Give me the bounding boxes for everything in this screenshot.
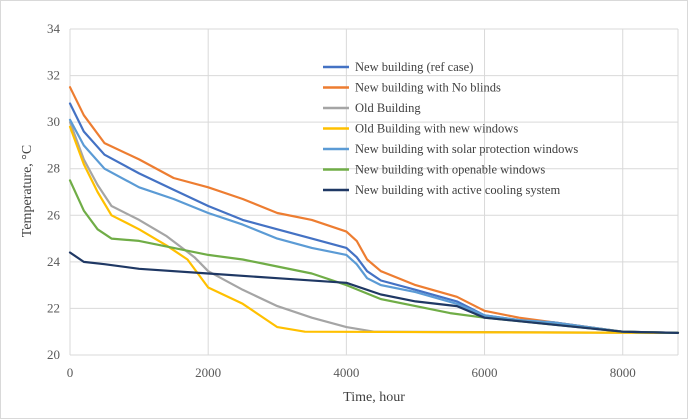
legend: New building (ref case) New building with… (323, 60, 578, 197)
legend-label: New building (ref case) (355, 60, 473, 74)
legend-label: New building with openable windows (355, 163, 545, 177)
legend-label: New building with No blinds (355, 81, 501, 95)
series-line-6 (68, 179, 680, 334)
y-tick-label: 32 (47, 68, 60, 83)
grid (69, 28, 679, 356)
y-tick-label: 22 (47, 300, 60, 315)
y-tick-label: 30 (47, 114, 60, 129)
x-tick-label: 8000 (610, 365, 636, 380)
legend-label: New building with solar protection windo… (355, 142, 578, 156)
series-line-1 (68, 102, 680, 334)
legend-label: Old Building with new windows (355, 122, 518, 136)
series-line-3 (68, 121, 680, 334)
y-axis-title: Temperature, °C (20, 145, 35, 237)
series-line-5 (68, 118, 680, 334)
x-tick-label: 0 (67, 365, 74, 380)
series-line-4 (68, 125, 680, 334)
series-lines (68, 86, 680, 334)
y-tick-label: 24 (47, 254, 61, 269)
y-tick-label: 26 (47, 207, 61, 222)
y-tick-label: 28 (47, 161, 60, 176)
series-line-7 (68, 251, 680, 334)
legend-label: Old Building (355, 101, 421, 115)
y-tick-label: 34 (47, 21, 61, 36)
legend-label: New building with active cooling system (355, 183, 560, 197)
axes: 20 22 24 26 28 30 32 34 0 2000 4000 6000 8000 (47, 21, 636, 380)
y-tick-label: 20 (47, 347, 60, 362)
x-tick-label: 4000 (333, 365, 359, 380)
x-tick-label: 2000 (195, 365, 221, 380)
x-axis-title: Time, hour (343, 390, 405, 405)
x-tick-label: 6000 (472, 365, 498, 380)
